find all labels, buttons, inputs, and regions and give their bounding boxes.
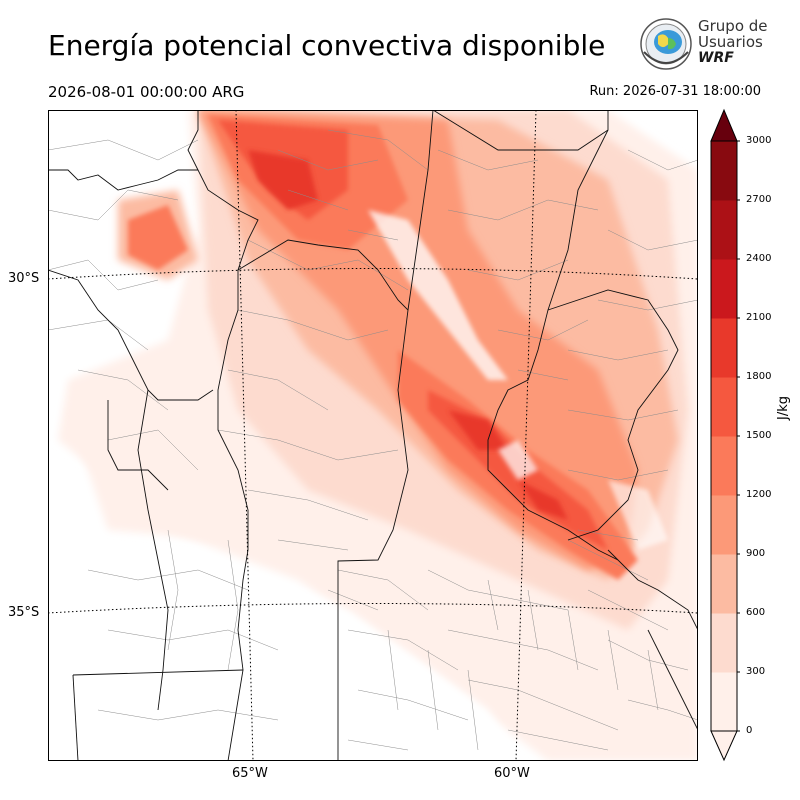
colorbar-tick-marks [737, 140, 740, 732]
colorbar [710, 108, 740, 762]
colorbar-unit-label: J/kg [776, 396, 791, 420]
page-title: Energía potencial convectiva disponible [48, 29, 606, 62]
graticule [48, 110, 698, 761]
colorbar-tick-label: 1500 [746, 430, 772, 441]
colorbar-band [711, 259, 737, 319]
cape-fill [48, 110, 698, 761]
colorbar-tick-label: 2700 [746, 194, 772, 205]
colorbar-tick-label: 300 [746, 666, 766, 677]
cape-map [48, 110, 698, 761]
logo-text: Grupo de Usuarios WRF [698, 18, 768, 66]
grupo-usuarios-wrf-logo: Grupo de Usuarios WRF [638, 16, 768, 74]
valid-time-label: 2026-08-01 00:00:00 ARG [48, 83, 245, 101]
lon-label-60w: 60°W [494, 766, 530, 781]
colorbar-bands [710, 108, 738, 762]
logo-line1: Grupo de [698, 17, 768, 35]
colorbar-band [711, 377, 737, 437]
colorbar-extend-max [710, 108, 738, 142]
colorbar-band [711, 554, 737, 614]
colorbar-band [711, 318, 737, 378]
colorbar-tick-label: 1800 [746, 371, 772, 382]
lon-label-65w: 65°W [232, 766, 268, 781]
colorbar-tick-label: 1200 [746, 489, 772, 500]
colorbar-band [711, 495, 737, 555]
meridian-65w [235, 110, 254, 761]
colorbar-extend-min [710, 730, 738, 762]
colorbar-tick-label: 600 [746, 607, 766, 618]
meridian-60w [515, 110, 537, 761]
lat-label-35s: 35°S [8, 605, 40, 620]
colorbar-tick-label: 900 [746, 548, 766, 559]
colorbar-tick-label: 0 [746, 725, 753, 736]
run-time-label: Run: 2026-07-31 18:00:00 [589, 84, 761, 99]
colorbar-band [711, 672, 737, 732]
logo-line2: Usuarios [698, 33, 763, 51]
colorbar-band [711, 436, 737, 496]
lat-label-30s: 30°S [8, 271, 40, 286]
province-boundaries [48, 110, 698, 761]
colorbar-tick-label: 3000 [746, 135, 772, 146]
colorbar-band [711, 141, 737, 201]
globe-seal-icon [640, 18, 692, 70]
logo-brand: WRF [698, 50, 734, 66]
colorbar-tick-label: 2100 [746, 312, 772, 323]
colorbar-tick-label: 2400 [746, 253, 772, 264]
map-frame [48, 110, 698, 761]
parallel-30s [48, 268, 698, 280]
colorbar-band [711, 200, 737, 260]
colorbar-band [711, 613, 737, 673]
parallel-35s [48, 603, 698, 614]
